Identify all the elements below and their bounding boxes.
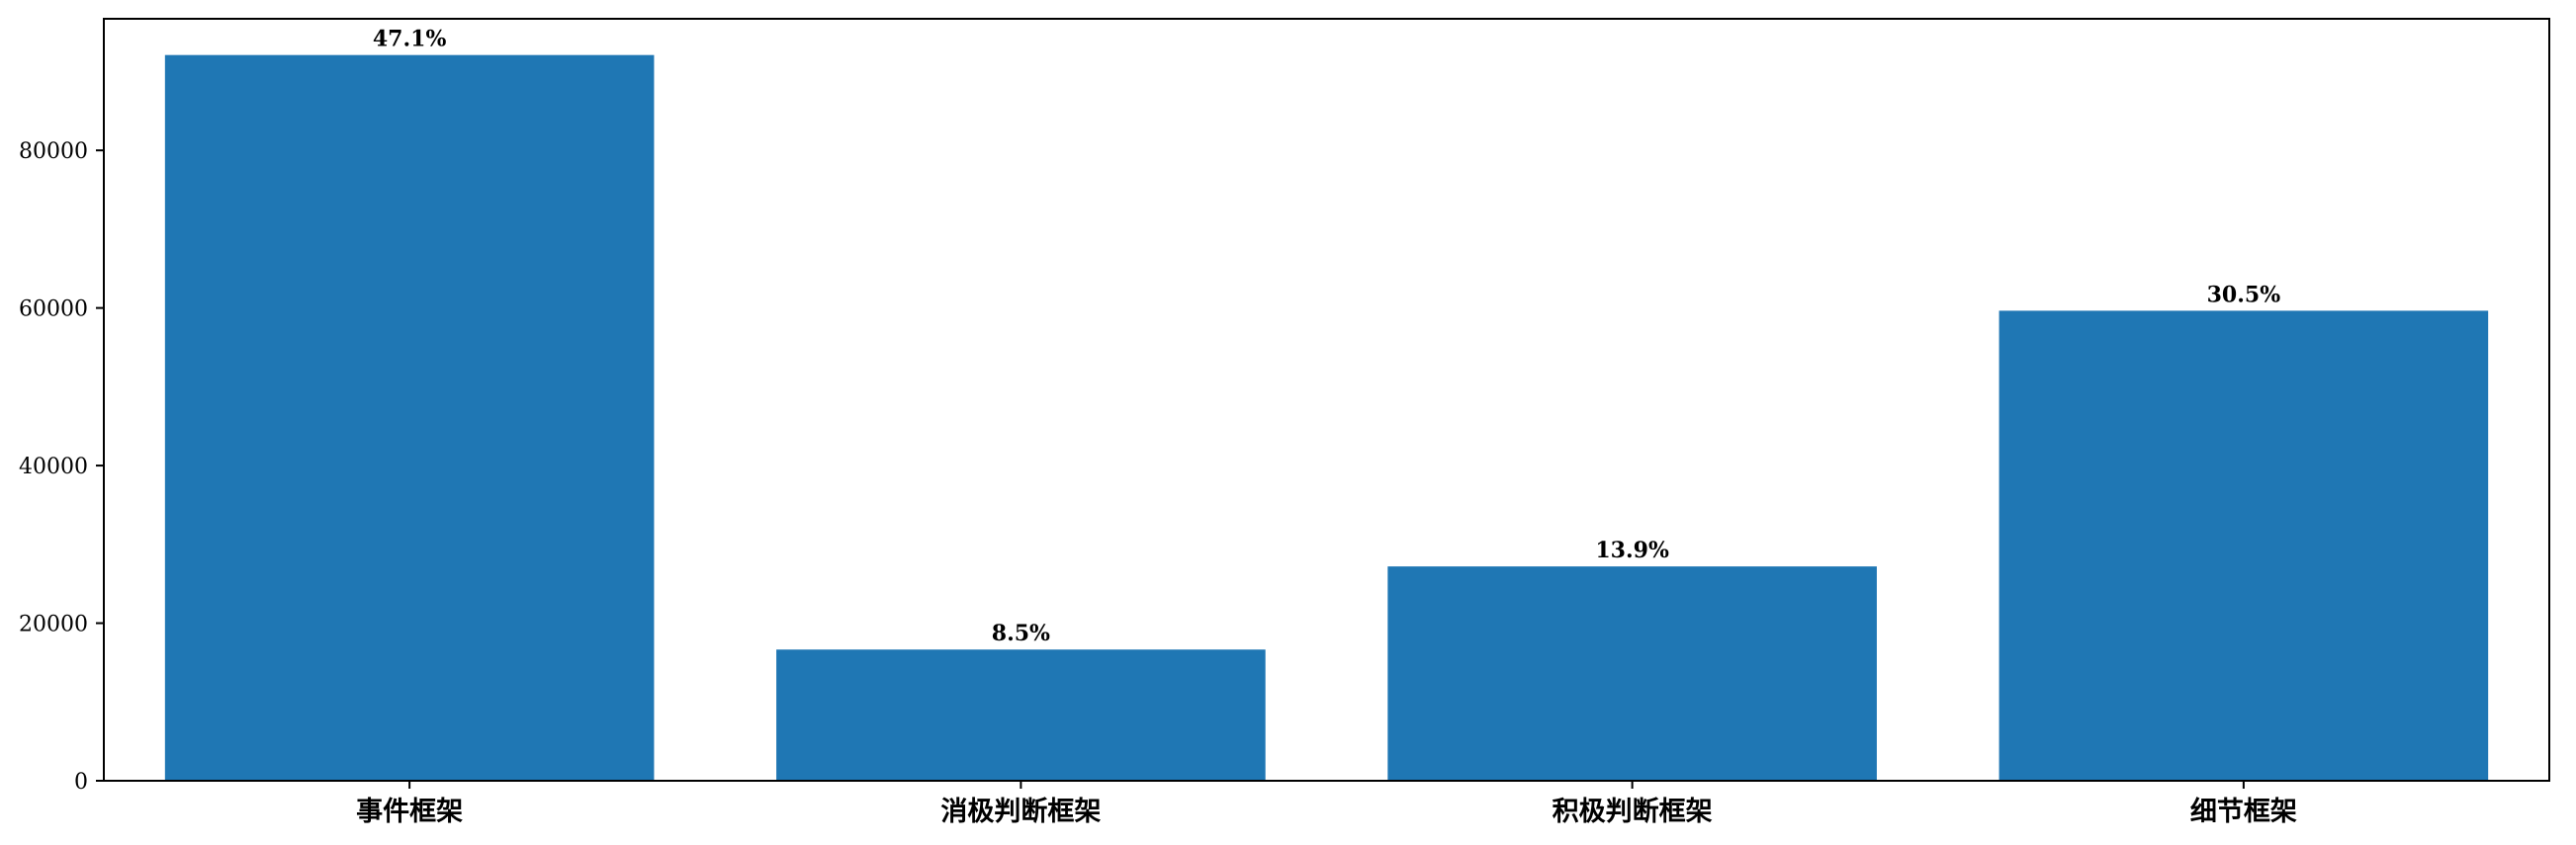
y-tick-label: 40000 [19,455,88,479]
y-tick-label: 0 [74,770,88,795]
bar-value-label: 47.1% [373,27,447,52]
x-tick-label: 消极判断框架 [940,797,1101,827]
bar [164,54,655,781]
bar [1387,566,1877,781]
bar-value-label: 30.5% [2207,282,2281,307]
bars-layer [164,54,2489,781]
bar [1999,310,2489,781]
plot-frame [103,18,2550,782]
bar [776,649,1266,781]
data-labels: 47.1% 8.5% 13.9% 30.5% [373,27,2280,647]
x-axis: 事件框架 消极判断框架 积极判断框架 细节框架 [356,781,2297,827]
x-tick-label: 细节框架 [2190,796,2297,827]
y-tick-label: 80000 [19,139,88,164]
bar-value-label: 13.9% [1595,538,1669,563]
x-tick-label: 事件框架 [356,797,463,827]
x-tick-label: 积极判断框架 [1553,797,1713,827]
y-tick-label: 20000 [19,613,88,637]
bar-value-label: 8.5% [992,621,1050,646]
y-axis: 0 20000 40000 60000 80000 [19,139,104,795]
y-tick-label: 60000 [19,297,88,322]
